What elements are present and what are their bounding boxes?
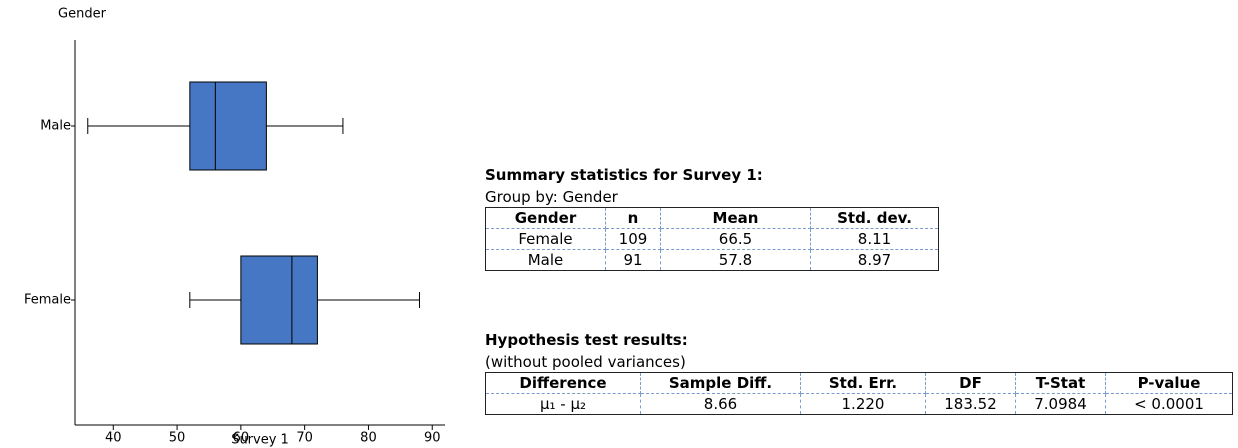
table-row: Male 91 57.8 8.97 <box>485 249 939 271</box>
x-axis-label: Survey 1 <box>231 433 289 448</box>
header-row: Difference Sample Diff. Std. Err. DF T-Stat P… <box>485 372 1233 394</box>
hypothesis-title: Hypothesis test results: <box>485 331 688 349</box>
column-header: Difference <box>485 372 641 394</box>
box <box>189 81 267 171</box>
hypothesis-table: Difference Sample Diff. Std. Err. DF T-Stat P… <box>485 372 1233 415</box>
summary-subtitle: Group by: Gender <box>485 188 618 206</box>
table-cell: Male <box>485 249 606 271</box>
table-row: μ₁ - μ₂ 8.66 1.220 183.52 7.0984 < 0.0001 <box>485 393 1233 415</box>
table-cell: 1.220 <box>800 393 926 415</box>
table-cell: < 0.0001 <box>1105 393 1233 415</box>
y-axis-label: Gender <box>58 7 107 22</box>
summary-title: Summary statistics for Survey 1: <box>485 166 763 184</box>
box <box>240 255 318 345</box>
table-cell: Female <box>485 228 606 250</box>
table-row: Female 109 66.5 8.11 <box>485 228 939 250</box>
column-header: Gender <box>485 207 606 229</box>
table-cell: μ₁ - μ₂ <box>485 393 641 415</box>
y-tick-label: Male <box>40 119 71 134</box>
table-cell: 66.5 <box>660 228 811 250</box>
x-tick-label: 50 <box>169 431 186 446</box>
y-tick-label: Female <box>24 293 71 308</box>
x-tick-label: 90 <box>424 431 441 446</box>
chart: Gender Survey 1 40 50 60 70 80 90 Male Female <box>24 7 445 448</box>
column-header: DF <box>925 372 1016 394</box>
header-row: Gender n Mean Std. dev. <box>485 207 939 229</box>
table-cell: 8.97 <box>810 249 939 271</box>
column-header: T-Stat <box>1015 372 1106 394</box>
summary-table: Gender n Mean Std. dev. Female 109 66.5 8.11 Mal… <box>485 207 939 271</box>
table-cell: 57.8 <box>660 249 811 271</box>
x-tick-label: 60 <box>233 431 250 446</box>
table-cell: 109 <box>605 228 661 250</box>
column-header: P-value <box>1105 372 1233 394</box>
column-header: Mean <box>660 207 811 229</box>
summary-block: Summary statistics for Survey 1: Group b… <box>485 163 939 271</box>
column-header: Sample Diff. <box>640 372 801 394</box>
hypothesis-subtitle: (without pooled variances) <box>485 353 686 371</box>
table-cell: 183.52 <box>925 393 1016 415</box>
hypothesis-block: Hypothesis test results: (without pooled… <box>485 328 1233 415</box>
column-header: n <box>605 207 661 229</box>
table-cell: 91 <box>605 249 661 271</box>
x-tick-label: 80 <box>360 431 377 446</box>
x-tick-label: 70 <box>296 431 313 446</box>
table-cell: 8.66 <box>640 393 801 415</box>
x-tick-label: 40 <box>105 431 122 446</box>
table-cell: 7.0984 <box>1015 393 1106 415</box>
column-header: Std. Err. <box>800 372 926 394</box>
column-header: Std. dev. <box>810 207 939 229</box>
table-cell: 8.11 <box>810 228 939 250</box>
